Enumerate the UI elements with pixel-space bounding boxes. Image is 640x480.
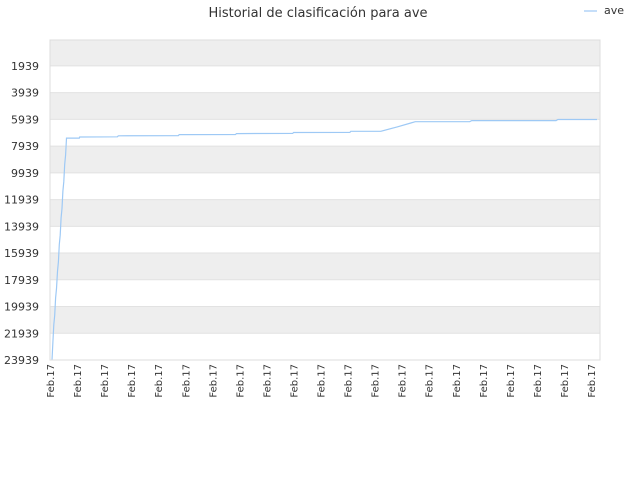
y-axis-ticks: 1939 3939 5939 7939 9939 11939 13939 15939 17939… bbox=[4, 60, 39, 367]
x-tick-label: Feb.17 bbox=[506, 364, 517, 398]
plot-band bbox=[50, 172, 600, 200]
series-line-ave bbox=[51, 118, 597, 361]
x-tick-label: Feb.17 bbox=[371, 364, 382, 398]
y-tick-label: 23939 bbox=[4, 354, 39, 367]
plot-bands bbox=[50, 40, 600, 360]
plot-band bbox=[50, 333, 600, 360]
x-tick-label: Feb.17 bbox=[317, 364, 328, 398]
y-tick-label: 15939 bbox=[4, 247, 39, 260]
y-tick-label: 5939 bbox=[11, 113, 39, 126]
y-tick-label: 3939 bbox=[11, 87, 39, 100]
x-tick-label: Feb.17 bbox=[533, 364, 544, 398]
legend: ave bbox=[584, 4, 624, 17]
plot-band bbox=[50, 306, 600, 334]
gridlines bbox=[50, 65, 600, 361]
chart-title: Historial de clasificación para ave bbox=[208, 6, 427, 21]
x-tick-label: Feb.17 bbox=[100, 364, 111, 398]
y-tick-label: 9939 bbox=[11, 167, 39, 180]
x-axis-ticks: Feb.17 Feb.17 Feb.17 Feb.17 Feb.17 Feb.17 Feb.… bbox=[46, 364, 598, 398]
x-tick-label: Feb.17 bbox=[425, 364, 436, 398]
x-tick-label: Feb.17 bbox=[208, 364, 219, 398]
x-tick-label: Feb.17 bbox=[289, 364, 300, 398]
y-tick-label: 7939 bbox=[11, 140, 39, 153]
y-tick-label: 11939 bbox=[4, 194, 39, 207]
legend-label-ave: ave bbox=[604, 4, 624, 17]
plot-band bbox=[50, 65, 600, 93]
plot-band bbox=[50, 226, 600, 254]
plot-band bbox=[50, 92, 600, 120]
plot-band bbox=[50, 279, 600, 307]
plot-band bbox=[50, 146, 600, 173]
series-layer bbox=[51, 118, 597, 361]
y-tick-label: 17939 bbox=[4, 274, 39, 287]
x-tick-label: Feb.17 bbox=[344, 364, 355, 398]
x-tick-label: Feb.17 bbox=[235, 364, 246, 398]
x-tick-label: Feb.17 bbox=[262, 364, 273, 398]
y-tick-label: 13939 bbox=[4, 220, 39, 233]
x-tick-label: Feb.17 bbox=[73, 364, 84, 398]
plot-band bbox=[50, 253, 600, 280]
x-tick-label: Feb.17 bbox=[127, 364, 138, 398]
plot-border bbox=[49, 39, 601, 361]
plot-band bbox=[50, 199, 600, 227]
x-tick-label: Feb.17 bbox=[587, 364, 598, 398]
y-tick-label: 19939 bbox=[4, 301, 39, 314]
plot-band bbox=[50, 40, 600, 66]
x-tick-label: Feb.17 bbox=[560, 364, 571, 398]
y-tick-label: 21939 bbox=[4, 327, 39, 340]
x-tick-label: Feb.17 bbox=[154, 364, 165, 398]
x-tick-label: Feb.17 bbox=[181, 364, 192, 398]
x-tick-label: Feb.17 bbox=[398, 364, 409, 398]
x-tick-label: Feb.17 bbox=[46, 364, 57, 398]
x-tick-label: Feb.17 bbox=[479, 364, 490, 398]
x-tick-label: Feb.17 bbox=[452, 364, 463, 398]
y-tick-label: 1939 bbox=[11, 60, 39, 73]
